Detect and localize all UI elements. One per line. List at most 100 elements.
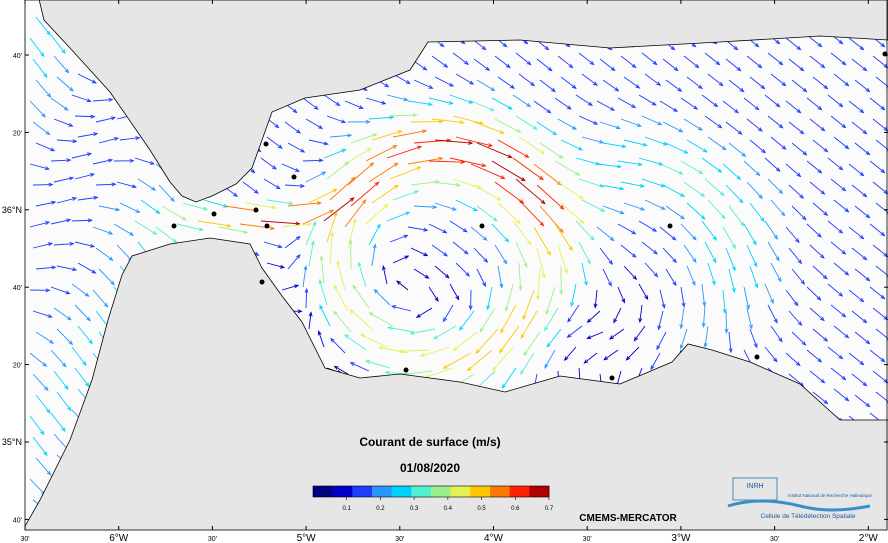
arrow-head <box>335 101 341 107</box>
current-arrow <box>382 266 388 285</box>
current-arrow <box>428 223 447 234</box>
current-arrow <box>785 37 801 50</box>
arrow-head <box>151 186 157 191</box>
arrow-head <box>544 326 549 332</box>
arrow-head <box>72 139 78 144</box>
arrow-head <box>404 255 410 260</box>
current-arrow <box>92 289 108 308</box>
current-arrow <box>32 121 50 135</box>
arrow-head <box>619 210 625 215</box>
arrow-head <box>661 303 666 309</box>
arrow-head <box>678 170 684 175</box>
arrow-head <box>86 98 92 103</box>
arrow-head <box>86 316 91 322</box>
arrow-head <box>481 45 487 51</box>
arrow-head <box>412 113 418 118</box>
arrow-head <box>823 337 829 342</box>
current-arrow <box>680 328 688 349</box>
arrow-head <box>838 229 844 234</box>
arrow-head <box>108 256 114 261</box>
arrow-head <box>773 318 778 324</box>
arrow-head <box>656 345 661 351</box>
arrow-head <box>111 182 117 187</box>
current-arrow <box>497 139 529 158</box>
arrow-head <box>485 66 491 71</box>
arrow-head <box>47 242 54 247</box>
current-arrow <box>743 160 760 176</box>
current-arrow <box>71 94 91 102</box>
current-arrow <box>767 241 780 261</box>
colorbar-label: 0.4 <box>444 506 453 512</box>
map-title: Courant de surface (m/s) <box>359 435 500 449</box>
current-arrow <box>623 265 637 280</box>
current-arrow <box>809 307 825 321</box>
current-arrow <box>812 328 828 342</box>
arrow-head <box>635 84 641 89</box>
arrow-head <box>841 123 847 129</box>
arrow-head <box>652 60 658 66</box>
arrow-head <box>349 197 355 202</box>
arrow-head <box>859 297 865 303</box>
arrow-head <box>546 109 552 114</box>
current-arrow <box>746 307 753 329</box>
arrow-head <box>524 153 530 158</box>
arrow-head <box>415 313 421 318</box>
arrow-head <box>317 330 322 336</box>
arrow-head <box>358 105 364 109</box>
current-arrow <box>539 205 564 233</box>
current-arrow <box>29 478 46 496</box>
current-arrow <box>431 118 464 124</box>
arrow-head <box>69 241 75 246</box>
arrow-head <box>61 427 66 433</box>
current-arrow <box>329 177 356 201</box>
arrow-head <box>738 198 744 204</box>
current-arrow <box>662 121 683 133</box>
arrow-head <box>680 215 686 220</box>
arrow-head <box>816 296 822 301</box>
current-arrow <box>428 160 465 163</box>
arrow-head <box>393 184 399 189</box>
arrow-head <box>499 130 505 134</box>
arrow-head <box>610 106 616 111</box>
arrow-head <box>349 362 355 366</box>
current-arrow <box>336 261 346 291</box>
current-arrow <box>707 136 727 151</box>
arrow-head <box>571 125 578 130</box>
current-arrow <box>35 142 55 152</box>
current-arrow <box>134 220 157 235</box>
arrow-head <box>275 185 281 190</box>
arrow-head <box>575 171 581 176</box>
current-arrow <box>77 196 98 201</box>
current-arrow <box>809 55 825 68</box>
arrow-head <box>797 259 803 265</box>
arrow-head <box>386 326 393 331</box>
arrow-head <box>40 430 45 436</box>
logo-institute: Institut National de Recherche Halieutiq… <box>788 493 873 498</box>
current-arrow <box>812 202 828 216</box>
current-arrow <box>875 139 888 151</box>
arrow-head <box>316 201 322 206</box>
colorbar-label: 0.6 <box>511 506 520 512</box>
colorbar-label: 0.1 <box>343 506 352 512</box>
current-arrow <box>620 181 644 187</box>
current-arrow <box>722 226 736 249</box>
current-arrow <box>567 325 583 338</box>
arrow-head <box>571 84 577 90</box>
current-arrow <box>74 173 95 180</box>
current-arrow <box>116 181 137 188</box>
arrow-head <box>802 151 808 156</box>
current-arrow <box>596 163 621 168</box>
arrow-head <box>822 274 828 280</box>
current-arrow <box>767 52 783 65</box>
arrow-head <box>757 63 763 69</box>
arrow-head <box>844 144 850 150</box>
arrow-head <box>250 168 256 174</box>
arrow-head <box>475 349 481 354</box>
arrow-head <box>61 362 67 368</box>
current-arrow <box>581 136 604 144</box>
current-arrow <box>587 310 601 323</box>
arrow-head <box>862 381 868 387</box>
arrow-head <box>299 184 306 188</box>
arrow-head <box>586 259 591 265</box>
arrow-head <box>632 275 638 281</box>
